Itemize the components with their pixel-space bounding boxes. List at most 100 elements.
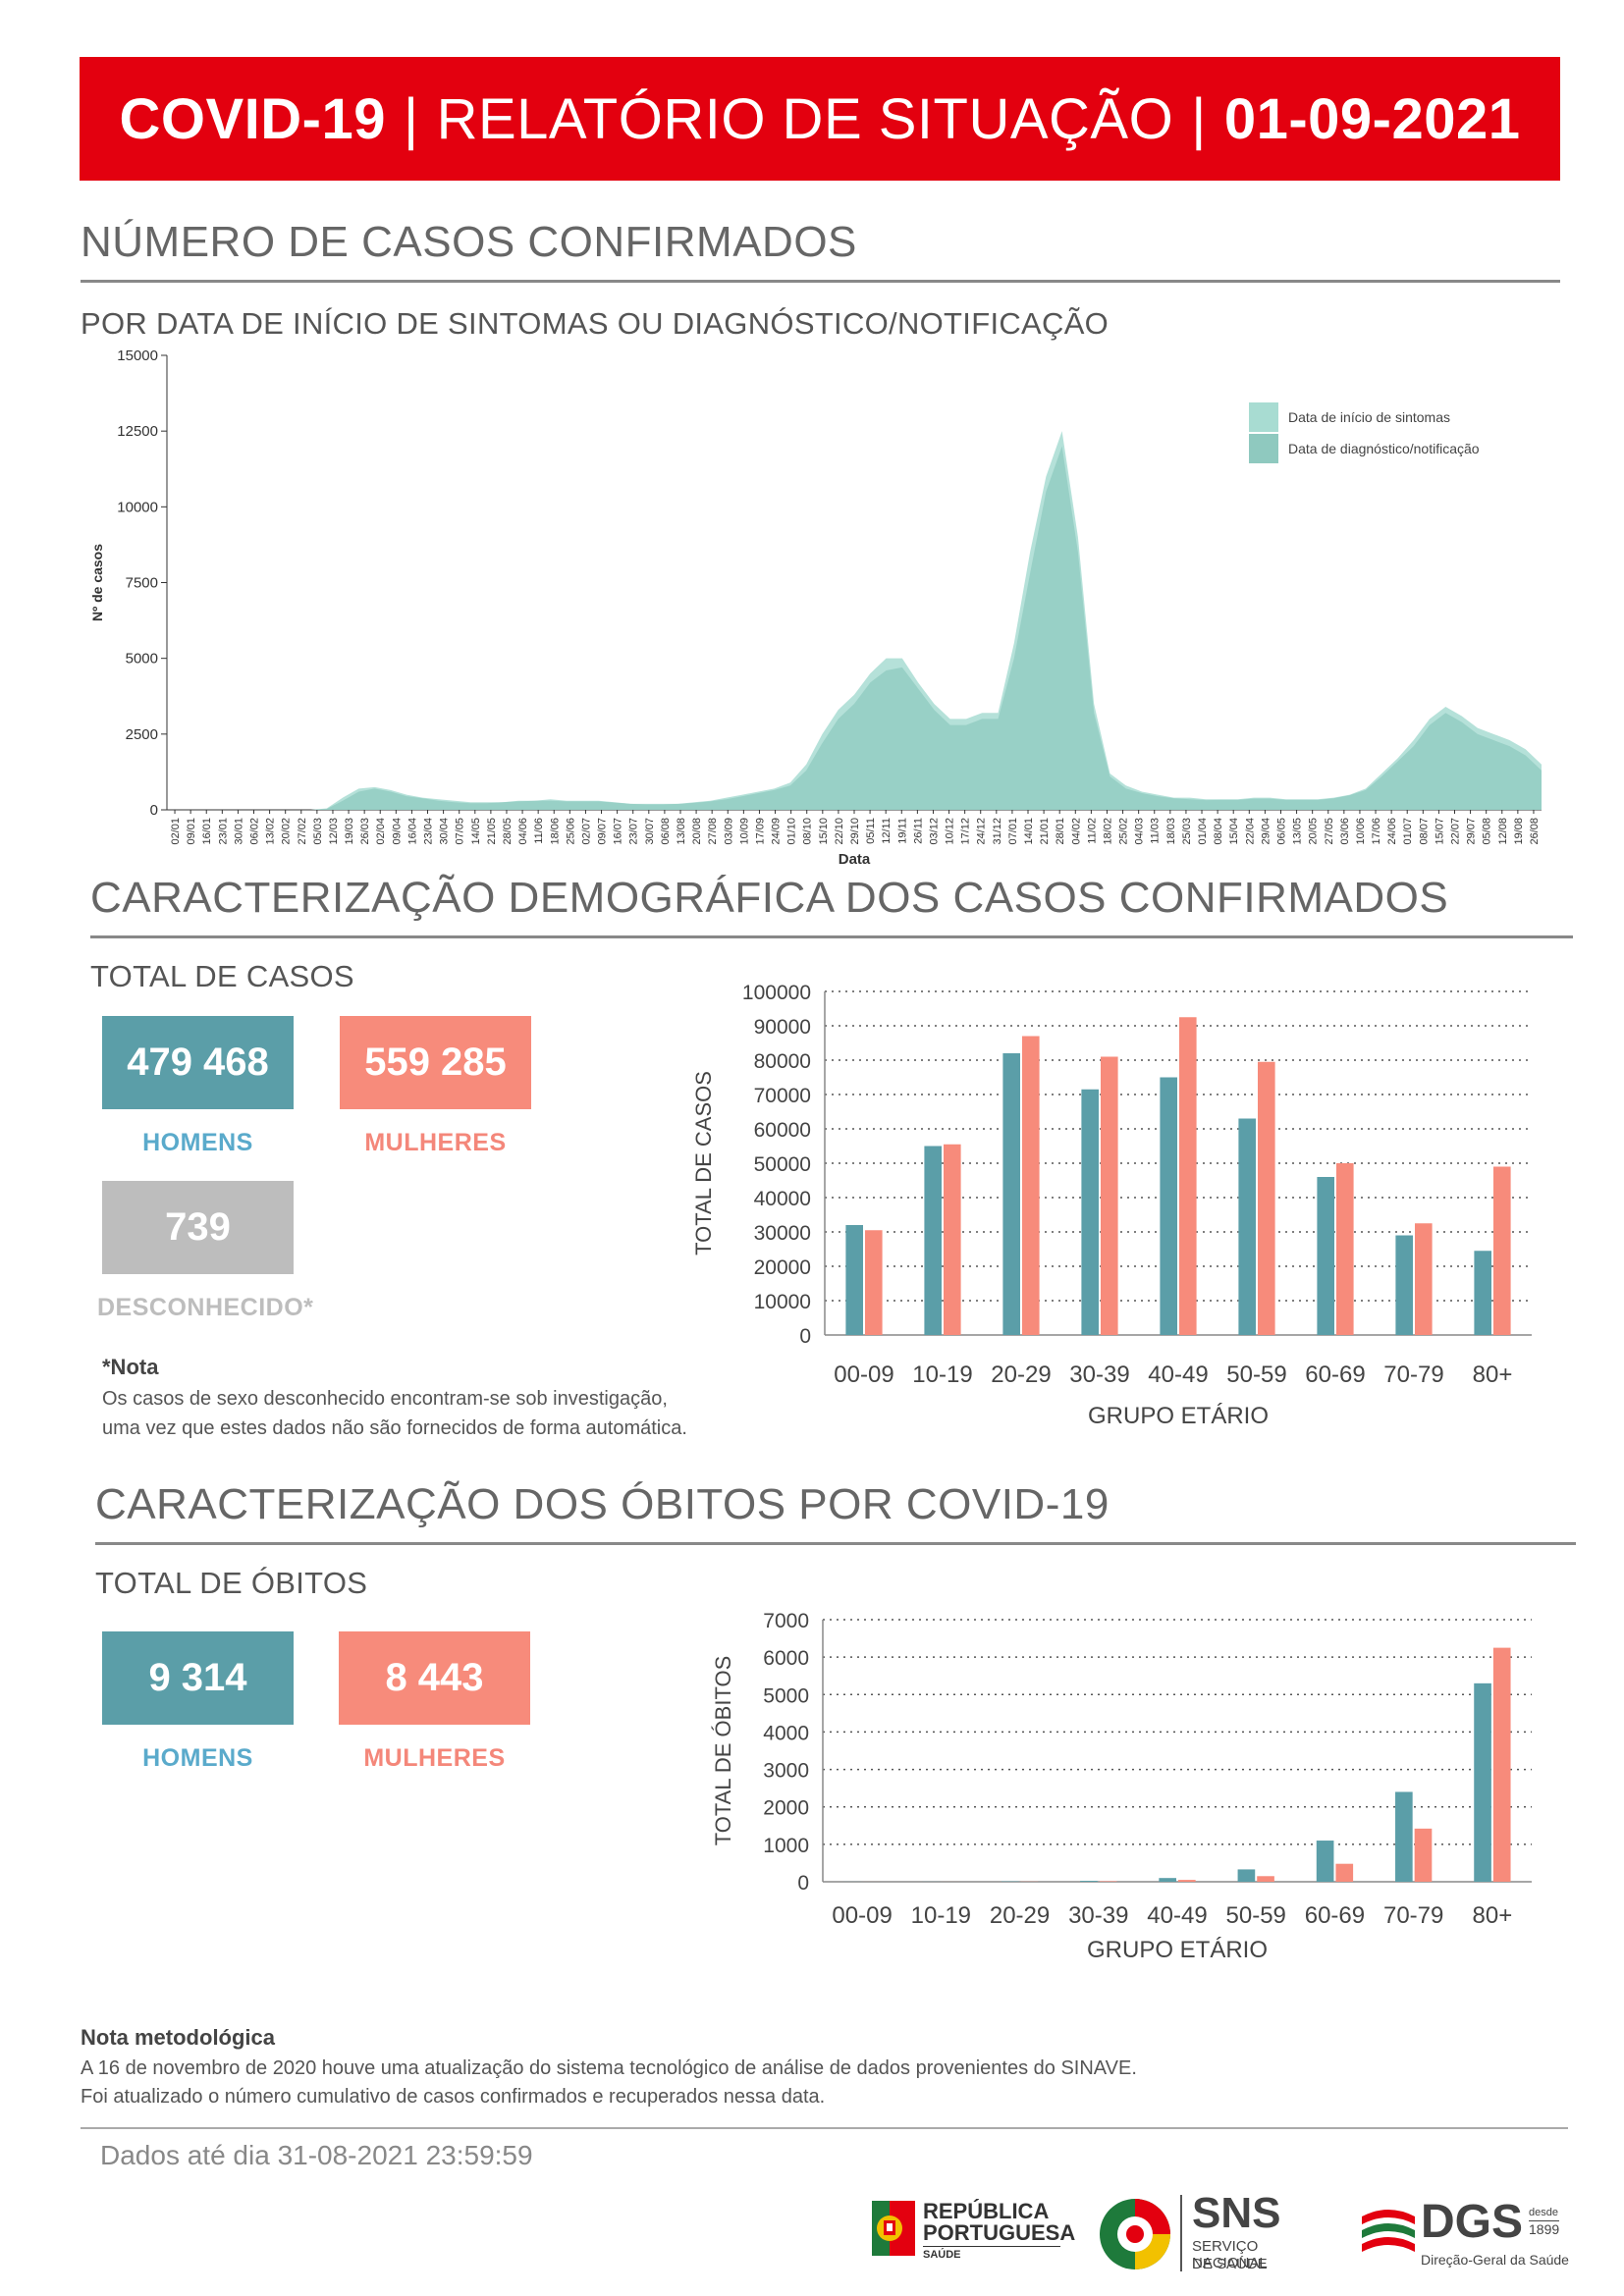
y-axis-label: Nº de casos <box>89 544 105 621</box>
data-timestamp: Dados até dia 31-08-2021 23:59:59 <box>100 2140 533 2170</box>
bar-mulheres-10-19 <box>944 1144 961 1335</box>
x-tick-label: 09/07 <box>597 818 609 845</box>
x-tick-label: 02/01 <box>170 818 182 845</box>
bar-mulheres-40-49 <box>1178 1880 1196 1882</box>
note-line-2: uma vez que estes dados não são fornecid… <box>102 1417 687 1439</box>
banner-date: 01-09-2021 <box>1223 86 1521 151</box>
sns-logo: SNS SERVIÇO NACIONAL DE SAÚDE <box>1098 2189 1333 2275</box>
y-tick-label: 0 <box>150 802 158 819</box>
bar-mulheres-40-49 <box>1179 1017 1197 1335</box>
x-tick-label: 23/07 <box>628 818 640 845</box>
x-tick-label: 27/02 <box>297 818 308 845</box>
category-label: 20-29 <box>990 1902 1050 1929</box>
x-tick-label: 04/02 <box>1070 818 1082 845</box>
bar-mulheres-30-39 <box>1099 1881 1117 1882</box>
y-tick-label: 7500 <box>126 575 158 592</box>
x-tick-label: 16/04 <box>406 818 418 845</box>
cases-unknown-label: DESCONHECIDO* <box>97 1294 314 1321</box>
category-label: 20-29 <box>991 1362 1051 1388</box>
bar-homens-70-79 <box>1395 1235 1413 1335</box>
deaths-men-label: HOMENS <box>142 1744 253 1772</box>
category-label: 40-49 <box>1147 1902 1207 1929</box>
bar-homens-00-09 <box>845 1225 863 1335</box>
category-label: 00-09 <box>834 1362 893 1388</box>
y-tick-label: 12500 <box>117 423 158 440</box>
y-axis-label: TOTAL DE CASOS <box>691 1071 716 1255</box>
category-label: 80+ <box>1473 1362 1513 1388</box>
dgs-emblem-icon <box>1362 2210 1415 2252</box>
x-tick-label: 26/03 <box>359 818 371 845</box>
bar-homens-30-39 <box>1080 1881 1098 1882</box>
x-tick-label: 03/09 <box>723 818 734 845</box>
sns-divider <box>1180 2195 1182 2271</box>
bar-mulheres-80+ <box>1493 1166 1511 1335</box>
x-tick-label: 02/07 <box>580 818 592 845</box>
bar-homens-50-59 <box>1238 1118 1256 1335</box>
method-note-title: Nota metodológica <box>81 2025 276 2050</box>
x-tick-label: 25/03 <box>1181 818 1193 845</box>
x-tick-label: 26/11 <box>912 818 924 844</box>
y-tick-label: 80000 <box>754 1050 811 1073</box>
note-title: *Nota <box>102 1355 159 1379</box>
y-tick-label: 90000 <box>754 1016 811 1039</box>
y-tick-label: 7000 <box>763 1610 809 1632</box>
deaths-by-age-chart: 0 1000 2000 3000 4000 5000 6000 7000 00-09 10-19 2… <box>711 1610 1532 1963</box>
x-tick-label: 22/07 <box>1449 818 1461 845</box>
method-note-line-2: Foi atualizado o número cumulativo de ca… <box>81 2086 826 2108</box>
y-tick-label: 6000 <box>763 1647 809 1670</box>
dgs-title: DGS <box>1421 2196 1524 2248</box>
banner-separator: | <box>404 86 419 151</box>
y-tick-label: 10000 <box>754 1291 811 1313</box>
x-tick-label: 11/06 <box>533 818 545 844</box>
bar-homens-50-59 <box>1237 1869 1256 1882</box>
x-tick-label: 06/05 <box>1275 818 1287 845</box>
x-tick-label: 19/08 <box>1513 818 1525 845</box>
x-tick-label: 11/02 <box>1086 818 1098 844</box>
total-cases-label: TOTAL DE CASOS <box>90 959 354 993</box>
section-subtitle-cases: POR DATA DE INÍCIO DE SINTOMAS OU DIAGNÓ… <box>81 306 1110 341</box>
x-tick-label: 26/08 <box>1529 818 1541 845</box>
y-tick-label: 3000 <box>763 1760 809 1783</box>
x-tick-label: 06/02 <box>249 818 261 845</box>
x-tick-label: 27/08 <box>707 818 719 845</box>
x-tick-label: 08/04 <box>1213 818 1224 845</box>
bar-mulheres-60-69 <box>1335 1863 1354 1882</box>
y-tick-label: 30000 <box>754 1222 811 1245</box>
x-tick-label: 03/12 <box>928 818 940 845</box>
bar-homens-40-49 <box>1159 1878 1176 1882</box>
footer-divider <box>81 2127 1568 2129</box>
cases-women-value: 559 285 <box>340 1016 531 1109</box>
x-tick-label: 25/02 <box>1118 818 1130 845</box>
x-tick-label: 17/06 <box>1371 818 1382 845</box>
cases-by-age-chart: 0 10000 20000 30000 40000 50000 60000 70000 8000… <box>691 982 1532 1429</box>
bar-mulheres-70-79 <box>1415 1223 1433 1335</box>
y-axis-label: TOTAL DE ÓBITOS <box>711 1656 735 1846</box>
x-tick-label: 05/08 <box>1482 818 1493 845</box>
x-tick-label: 21/01 <box>1039 818 1051 845</box>
x-tick-label: 14/05 <box>470 818 482 845</box>
x-axis-label: GRUPO ETÁRIO <box>1087 1937 1268 1963</box>
bar-mulheres-20-29 <box>1022 1036 1040 1335</box>
x-tick-label: 08/10 <box>802 818 814 845</box>
dgs-subtitle: Direção-Geral da Saúde <box>1421 2252 1569 2268</box>
dgs-logo: DGS desde 1899 Direção-Geral da Saúde <box>1360 2195 1571 2275</box>
x-tick-label: 15/10 <box>818 818 830 845</box>
category-label: 40-49 <box>1148 1362 1208 1388</box>
x-tick-label: 28/05 <box>502 818 514 845</box>
bar-homens-60-69 <box>1316 1841 1334 1882</box>
legend-swatch <box>1249 402 1278 432</box>
y-tick-label: 5000 <box>763 1684 809 1707</box>
x-tick-label: 20/08 <box>691 818 703 845</box>
x-tick-label: 01/04 <box>1197 818 1209 845</box>
y-tick-label: 5000 <box>126 651 158 667</box>
bar-mulheres-30-39 <box>1101 1056 1118 1335</box>
x-tick-label: 29/10 <box>849 818 861 845</box>
y-tick-label: 10000 <box>117 499 158 515</box>
x-tick-label: 15/07 <box>1434 818 1445 845</box>
cases-men-label: HOMENS <box>142 1129 253 1156</box>
x-tick-label: 10/12 <box>945 818 956 845</box>
x-tick-label: 18/03 <box>1165 818 1177 845</box>
y-tick-label: 20000 <box>754 1256 811 1279</box>
sns-emblem-icon <box>1100 2199 1170 2269</box>
sns-line2: DE SAÚDE <box>1192 2256 1268 2272</box>
